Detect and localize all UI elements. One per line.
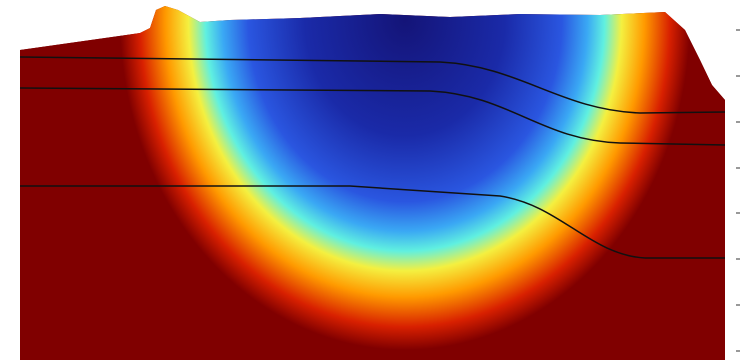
gradient-field: [20, 0, 725, 360]
field-area: [20, 0, 725, 360]
cross-section-figure: [0, 0, 745, 360]
page: {} (() => { const data = JS: [0, 0, 745, 360]
axis-ticks: [736, 30, 740, 351]
